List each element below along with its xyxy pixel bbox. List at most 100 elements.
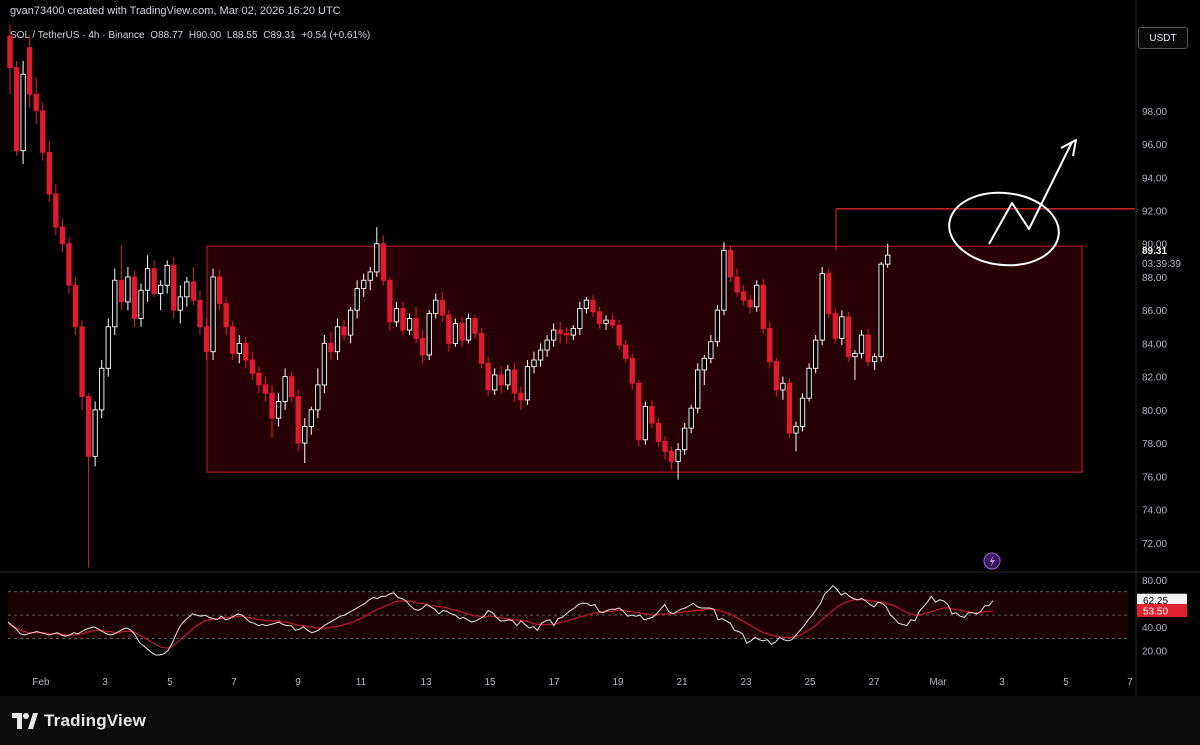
candle[interactable] [839, 310, 845, 346]
candle[interactable] [295, 389, 301, 452]
candle[interactable] [131, 270, 138, 327]
candle[interactable] [603, 315, 609, 331]
candle[interactable] [557, 321, 563, 344]
candle[interactable] [33, 77, 39, 125]
candle[interactable] [190, 266, 197, 306]
candle[interactable] [341, 320, 347, 341]
candle[interactable] [760, 278, 766, 334]
candle[interactable] [727, 245, 734, 282]
candle[interactable] [531, 351, 537, 374]
candle[interactable] [7, 24, 13, 95]
candle[interactable] [426, 310, 432, 361]
candle[interactable] [452, 318, 459, 347]
candle[interactable] [177, 285, 183, 324]
candle[interactable] [701, 355, 707, 385]
candle[interactable] [747, 295, 753, 314]
candle[interactable] [780, 376, 786, 400]
candle[interactable] [616, 320, 622, 351]
candle[interactable] [492, 368, 498, 395]
candle[interactable] [393, 301, 400, 327]
candle[interactable] [354, 280, 360, 319]
candle[interactable] [668, 446, 675, 470]
candle[interactable] [289, 371, 295, 402]
candle[interactable] [203, 318, 210, 361]
candle[interactable] [59, 218, 66, 253]
candle[interactable] [236, 335, 242, 364]
candle[interactable] [249, 351, 255, 380]
candle[interactable] [157, 280, 164, 311]
candle[interactable] [740, 285, 747, 306]
candle[interactable] [505, 364, 511, 390]
candle[interactable] [799, 393, 806, 432]
candle[interactable] [570, 325, 576, 341]
candle[interactable] [328, 331, 334, 361]
candle[interactable] [374, 227, 380, 277]
candle[interactable] [551, 323, 557, 347]
symbol-name[interactable]: SOL / TetherUS · 4h · Binance [10, 30, 145, 41]
candle[interactable] [773, 358, 780, 397]
candle[interactable] [79, 320, 85, 410]
candle[interactable] [164, 260, 170, 294]
candle[interactable] [577, 301, 583, 336]
candle[interactable] [819, 266, 825, 346]
candle[interactable] [13, 60, 20, 156]
candle[interactable] [361, 273, 367, 297]
candle[interactable] [400, 301, 406, 336]
lightning-icon[interactable] [983, 552, 1001, 570]
candle[interactable] [675, 443, 681, 480]
candle[interactable] [518, 386, 524, 410]
candle[interactable] [125, 266, 131, 311]
candle[interactable] [446, 310, 452, 352]
candle[interactable] [92, 401, 98, 467]
candle[interactable] [433, 293, 439, 319]
candle[interactable] [662, 436, 668, 460]
rsi-ma-line[interactable] [7, 599, 994, 649]
candle[interactable] [871, 353, 878, 370]
candle[interactable] [845, 311, 852, 362]
candle[interactable] [151, 260, 157, 297]
candle[interactable] [308, 406, 314, 435]
candle[interactable] [53, 183, 59, 236]
candle[interactable] [321, 335, 328, 394]
candle[interactable] [524, 360, 531, 405]
candle[interactable] [649, 399, 655, 429]
candle[interactable] [609, 313, 616, 329]
candle[interactable] [184, 276, 190, 307]
candle[interactable] [734, 268, 740, 297]
candle[interactable] [786, 378, 793, 439]
candle[interactable] [767, 321, 773, 369]
candle[interactable] [596, 306, 603, 329]
currency-button[interactable]: USDT [1138, 27, 1188, 49]
candle[interactable] [171, 257, 177, 319]
candle[interactable] [20, 60, 26, 164]
candle[interactable] [315, 368, 321, 419]
candle[interactable] [806, 363, 812, 402]
candle[interactable] [40, 102, 46, 161]
candle[interactable] [230, 321, 236, 361]
tradingview-logo[interactable]: TradingView [12, 711, 146, 731]
candle[interactable] [387, 276, 393, 331]
candle[interactable] [197, 290, 203, 336]
candle[interactable] [832, 308, 838, 344]
candle[interactable] [878, 261, 884, 362]
candle[interactable] [858, 330, 865, 359]
candle[interactable] [695, 363, 701, 414]
candle[interactable] [754, 280, 760, 312]
candle[interactable] [642, 401, 649, 445]
candle[interactable] [413, 306, 419, 344]
price-chart[interactable]: 98.00 96.00 94.00 92.00 90.00 88.00 86.00 84.00… [0, 0, 1200, 696]
candle[interactable] [793, 421, 799, 452]
candle[interactable] [406, 313, 413, 336]
candle[interactable] [420, 330, 426, 364]
candle[interactable] [885, 243, 891, 268]
candle[interactable] [688, 404, 694, 434]
candle[interactable] [380, 235, 386, 286]
candle[interactable] [216, 270, 223, 311]
candle[interactable] [144, 255, 151, 302]
candle[interactable] [66, 237, 72, 294]
candle[interactable] [99, 360, 105, 419]
candle[interactable] [118, 245, 125, 311]
candle[interactable] [564, 326, 570, 344]
candle[interactable] [269, 384, 275, 439]
candle[interactable] [590, 295, 596, 317]
